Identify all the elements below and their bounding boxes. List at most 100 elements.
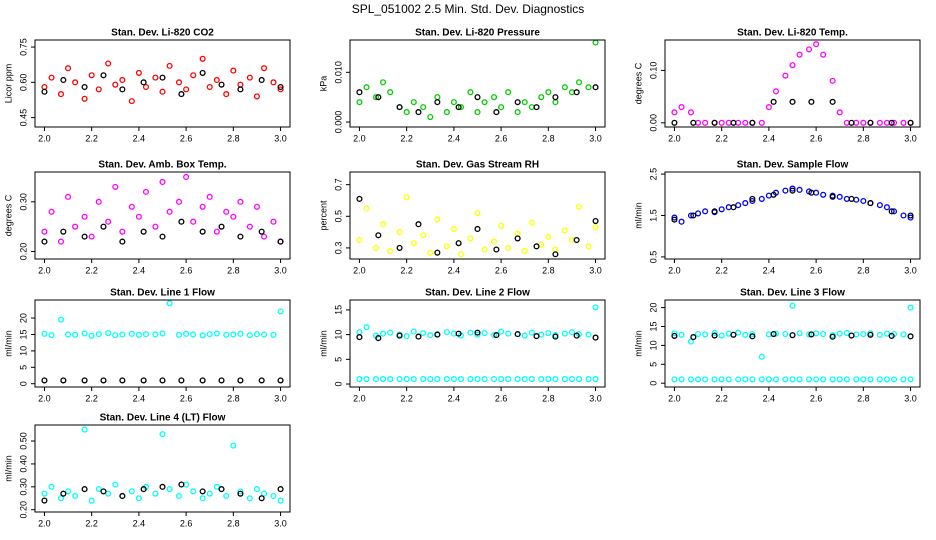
point (396, 229, 403, 236)
point (690, 334, 697, 341)
x-tick-label: 2.0 (353, 393, 366, 403)
point (218, 223, 225, 230)
point (671, 119, 678, 126)
point (789, 376, 796, 383)
point (119, 377, 126, 384)
point (183, 86, 190, 93)
point (375, 94, 382, 101)
y-axis-label: ml/min (3, 455, 13, 482)
point (410, 240, 417, 247)
y-tick-label: 0.10 (648, 62, 658, 80)
x-tick-label: 2.8 (227, 393, 240, 403)
point (770, 98, 777, 105)
point (528, 376, 535, 383)
y-axis-label: ml/min (3, 330, 13, 357)
plot-frame (664, 171, 921, 260)
point (742, 200, 749, 207)
y-axis-label: Licor ppm (3, 64, 13, 104)
point (735, 376, 742, 383)
point (434, 331, 441, 338)
point (742, 119, 749, 126)
plot-frame (34, 171, 291, 260)
y-tick-label: 0.40 (18, 455, 28, 473)
point (789, 302, 796, 309)
y-tick-label: 0.00 (648, 114, 658, 132)
point (514, 109, 521, 116)
point (718, 376, 725, 383)
point (575, 203, 583, 210)
point (808, 98, 815, 105)
panel-title: Stan. Dev. Li-820 Temp. (737, 28, 848, 39)
point (813, 41, 820, 48)
y-tick-label: 0.5 (333, 210, 343, 223)
point (48, 332, 55, 339)
point (545, 89, 552, 96)
point (678, 376, 685, 383)
point (730, 331, 737, 338)
point (72, 79, 79, 86)
y-tick-label: 0.7 (333, 178, 343, 191)
point (206, 331, 213, 338)
point (396, 244, 403, 251)
point (88, 72, 95, 79)
plot-frame (34, 39, 291, 128)
point (119, 238, 126, 245)
x-tick-label: 3.0 (589, 393, 602, 403)
x-tick-label: 2.8 (857, 265, 870, 275)
point (820, 191, 827, 198)
plot-frame (664, 39, 921, 128)
point (88, 233, 95, 240)
point (890, 376, 898, 383)
point (387, 248, 394, 255)
point (796, 51, 803, 58)
point (105, 218, 112, 225)
point (159, 377, 166, 384)
point (223, 492, 230, 500)
point (843, 376, 850, 383)
point (356, 376, 363, 383)
point (860, 376, 867, 383)
x-tick-label: 2.2 (400, 393, 413, 403)
point (175, 492, 183, 500)
point (380, 221, 387, 228)
point (867, 200, 874, 207)
x-tick-label: 2.8 (857, 133, 870, 143)
point (166, 62, 173, 69)
point (237, 330, 244, 337)
point (427, 332, 434, 339)
point (592, 334, 599, 341)
x-tick-label: 2.4 (133, 133, 146, 143)
point (159, 431, 166, 438)
point (671, 332, 678, 339)
x-tick-label: 2.2 (400, 265, 413, 275)
point (135, 495, 142, 502)
point (514, 376, 521, 383)
point (474, 210, 481, 217)
point (190, 331, 197, 338)
point (230, 67, 237, 74)
y-axis-label: degrees C (633, 62, 643, 104)
x-tick-label: 2.0 (38, 518, 51, 528)
y-tick-label: 0.20 (18, 243, 28, 261)
x-tick-label: 2.4 (448, 133, 461, 143)
point (199, 203, 206, 210)
x-tick-label: 2.0 (353, 265, 366, 275)
point (128, 203, 135, 210)
x-tick-label: 2.2 (85, 518, 98, 528)
point (443, 329, 450, 336)
point (178, 481, 185, 488)
point (142, 331, 150, 338)
point (95, 198, 102, 205)
point (711, 376, 718, 383)
point (152, 490, 159, 497)
y-tick-label: 0.60 (18, 74, 28, 92)
point (561, 84, 568, 91)
point (533, 104, 540, 111)
point (568, 329, 575, 336)
y-tick-label: 5 (333, 357, 343, 362)
point (199, 332, 206, 339)
point (848, 332, 855, 339)
point (372, 94, 380, 101)
point (702, 331, 709, 338)
point (420, 376, 427, 383)
